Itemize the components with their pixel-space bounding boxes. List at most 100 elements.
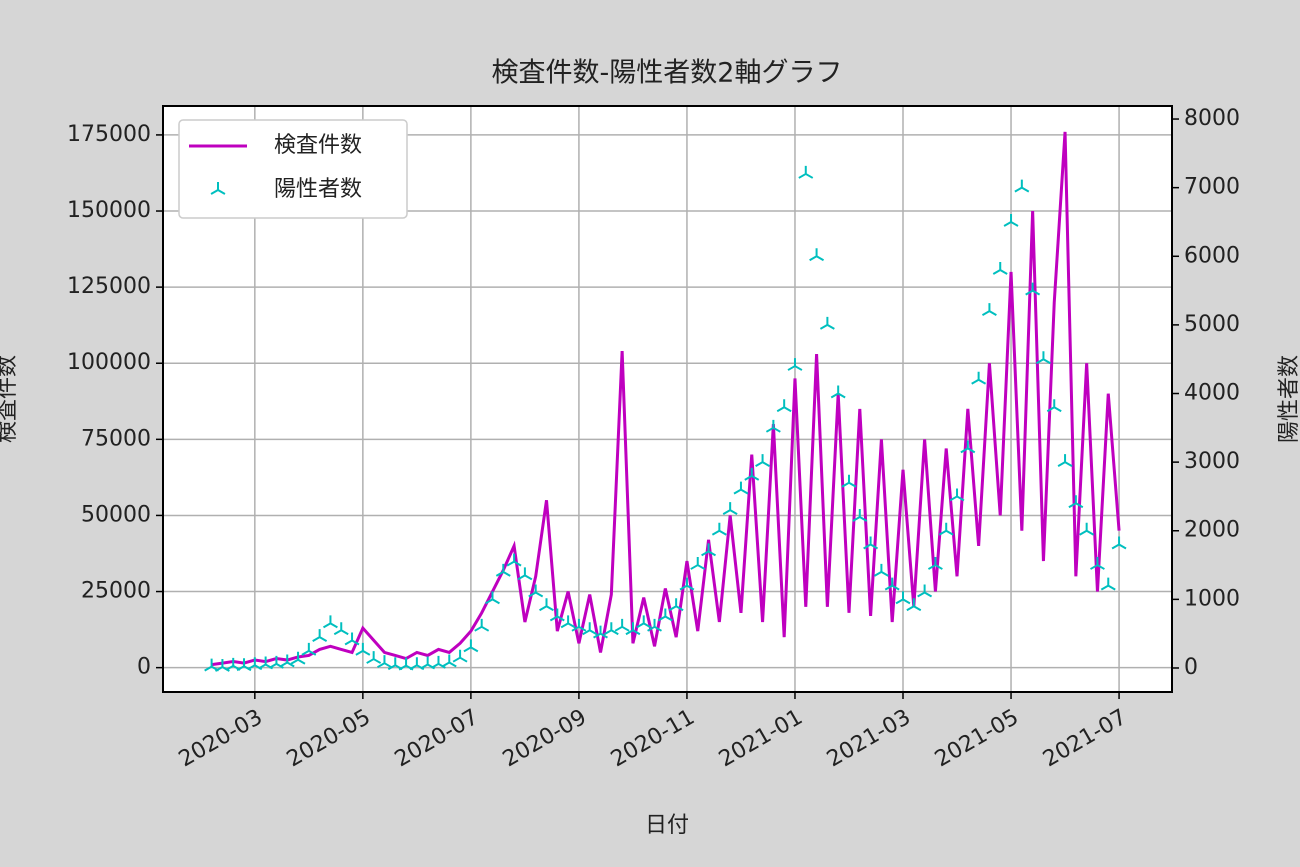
data-point xyxy=(1035,351,1051,365)
data-point xyxy=(690,557,706,570)
y2-tick-label: 8000 xyxy=(1184,106,1240,131)
y2-tick-label: 4000 xyxy=(1184,381,1240,406)
data-point xyxy=(366,651,382,664)
data-point xyxy=(679,577,695,591)
data-point xyxy=(798,165,814,179)
data-point xyxy=(981,303,997,317)
data-point xyxy=(377,655,392,669)
x-tick-label: 2020-05 xyxy=(283,705,375,773)
data-point xyxy=(236,658,252,672)
x-tick-label: 2020-07 xyxy=(391,705,483,773)
y-tick-label: 25000 xyxy=(81,579,151,604)
data-point xyxy=(344,632,360,646)
data-point xyxy=(711,522,727,536)
data-point xyxy=(776,399,792,413)
data-point xyxy=(1025,282,1041,296)
data-point xyxy=(333,622,349,636)
data-point xyxy=(452,649,468,663)
data-point xyxy=(214,658,230,672)
data-point xyxy=(787,358,803,371)
data-point xyxy=(290,651,306,665)
data-point xyxy=(917,584,933,598)
x-axis-label: 日付 xyxy=(645,813,689,838)
data-point xyxy=(1079,522,1095,536)
data-point xyxy=(474,618,490,632)
data-point xyxy=(528,584,544,598)
data-point xyxy=(614,618,630,632)
data-point xyxy=(549,608,565,622)
data-line xyxy=(211,131,1121,667)
y2-tick-label: 3000 xyxy=(1184,449,1240,474)
data-point xyxy=(301,642,317,656)
y2-tick-label: 6000 xyxy=(1184,243,1240,268)
data-point xyxy=(895,591,911,605)
data-point xyxy=(495,563,511,577)
x-tick-label: 2020-03 xyxy=(175,705,267,773)
y-tick-label: 175000 xyxy=(67,122,151,147)
data-point xyxy=(722,502,738,516)
data-point xyxy=(992,261,1008,275)
data-point xyxy=(1014,179,1030,193)
data-point xyxy=(830,385,846,399)
data-point xyxy=(539,598,554,612)
x-tick-label: 2021-05 xyxy=(931,705,1023,773)
data-point xyxy=(971,371,987,385)
data-point xyxy=(949,488,965,502)
data-point xyxy=(355,642,371,656)
x-tick-label: 2021-07 xyxy=(1039,705,1131,773)
x-tick-label: 2020-11 xyxy=(607,705,699,773)
data-point xyxy=(841,474,857,488)
chart-title: 検査件数-陽性者数2軸グラフ xyxy=(492,58,843,89)
data-point xyxy=(657,608,673,622)
data-point xyxy=(852,509,868,522)
y2-tick-label: 5000 xyxy=(1184,312,1240,337)
data-point xyxy=(873,563,889,577)
data-point xyxy=(701,543,717,557)
data-point xyxy=(603,622,619,636)
data-point xyxy=(927,557,943,570)
data-point xyxy=(809,248,825,262)
data-point xyxy=(431,655,446,669)
y-tick-label: 75000 xyxy=(81,426,151,451)
y2-tick-label: 0 xyxy=(1184,655,1198,680)
y-tick-label: 100000 xyxy=(67,350,151,375)
y2-tick-label: 7000 xyxy=(1184,175,1240,200)
data-point xyxy=(560,615,576,629)
data-point xyxy=(636,615,652,629)
data-point xyxy=(863,536,879,550)
x-tick-label: 2021-01 xyxy=(715,705,807,773)
y2-tick-label: 1000 xyxy=(1184,586,1240,611)
x-tick-label: 2020-09 xyxy=(499,705,591,773)
data-point xyxy=(593,625,608,639)
data-point xyxy=(312,629,328,642)
data-point xyxy=(668,598,684,612)
y2-axis-label: 陽性者数 xyxy=(1277,355,1300,443)
legend-label: 検査件数 xyxy=(274,133,362,158)
data-point xyxy=(744,467,760,481)
data-point xyxy=(765,419,781,433)
data-point xyxy=(647,618,662,632)
data-point xyxy=(506,553,522,567)
data-point xyxy=(1057,454,1073,467)
x-tick-label: 2021-03 xyxy=(823,705,915,773)
data-point xyxy=(733,481,749,495)
y-tick-label: 0 xyxy=(137,655,151,680)
data-point xyxy=(906,598,922,612)
data-point xyxy=(938,522,954,536)
data-point xyxy=(279,654,295,668)
data-point xyxy=(1046,399,1062,413)
data-point xyxy=(441,654,457,668)
marks xyxy=(204,131,1127,672)
data-point xyxy=(463,639,479,653)
data-point xyxy=(819,316,835,330)
data-point xyxy=(755,454,771,467)
data-point xyxy=(517,567,533,581)
data-point xyxy=(1068,495,1084,509)
axes-frame xyxy=(162,105,1173,693)
data-point xyxy=(625,622,641,636)
data-point xyxy=(1090,557,1105,570)
data-point xyxy=(582,622,598,636)
